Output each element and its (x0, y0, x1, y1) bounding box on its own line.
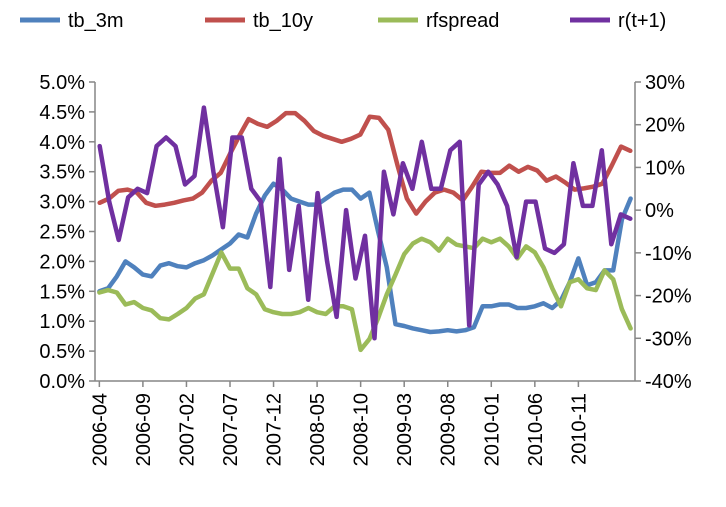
x-tick-label: 2007-12 (264, 393, 286, 466)
legend-label-rfspread: rfspread (426, 10, 499, 32)
x-tick-label: 2007-07 (220, 393, 242, 466)
left-tick-label: 0.0% (39, 371, 85, 393)
x-tick-label: 2006-04 (89, 393, 111, 466)
series-line-rfspread (97, 236, 633, 353)
x-tick-label: 2010-01 (481, 393, 503, 466)
right-tick-label: 30% (645, 72, 685, 94)
series-line-r-t-1 (97, 105, 633, 341)
left-tick-label: 0.5% (39, 341, 85, 363)
legend-label-tb-3m: tb_3m (68, 10, 124, 32)
legend-label-r-t-1: r(t+1) (618, 10, 666, 32)
left-tick-label: 4.5% (39, 102, 85, 124)
left-tick-label: 2.0% (39, 251, 85, 273)
x-tick-label: 2009-03 (394, 393, 416, 466)
axes: 0.0% 0.5% 1.0% 1.5% 2.0% 2.5% 3.0% 3.5% 4.0% 4.5%… (39, 72, 692, 466)
right-tick-label: 20% (645, 115, 685, 137)
left-tick-label: 1.5% (39, 281, 85, 303)
left-tick-label: 3.5% (39, 162, 85, 184)
right-tick-label: 10% (645, 157, 685, 179)
x-tick-label: 2006-09 (133, 393, 155, 466)
legend-label-tb-10y: tb_10y (253, 10, 313, 32)
series-line-tb-10y (97, 110, 633, 216)
x-tick-label: 2008-10 (351, 393, 373, 466)
left-tick-label: 3.0% (39, 192, 85, 214)
series-layer (97, 105, 633, 353)
x-tick-label: 2008-05 (307, 393, 329, 466)
left-tick-label: 4.0% (39, 132, 85, 154)
right-tick-label: -20% (645, 286, 692, 308)
right-tick-label: -40% (645, 371, 692, 393)
left-tick-label: 2.5% (39, 222, 85, 244)
right-tick-label: -30% (645, 328, 692, 350)
x-tick-label: 2010-06 (525, 393, 547, 466)
x-tick-label: 2007-02 (176, 393, 198, 466)
right-tick-label: 0% (645, 200, 674, 222)
series-line-tb-3m (97, 181, 633, 335)
right-tick-label: -10% (645, 243, 692, 265)
legend: tb_3m tb_10y rfspread r(t+1) (20, 10, 666, 32)
x-tick-label: 2009-08 (438, 393, 460, 466)
left-tick-label: 1.0% (39, 311, 85, 333)
left-tick-label: 5.0% (39, 72, 85, 94)
x-tick-label: 2010-11 (568, 393, 590, 465)
